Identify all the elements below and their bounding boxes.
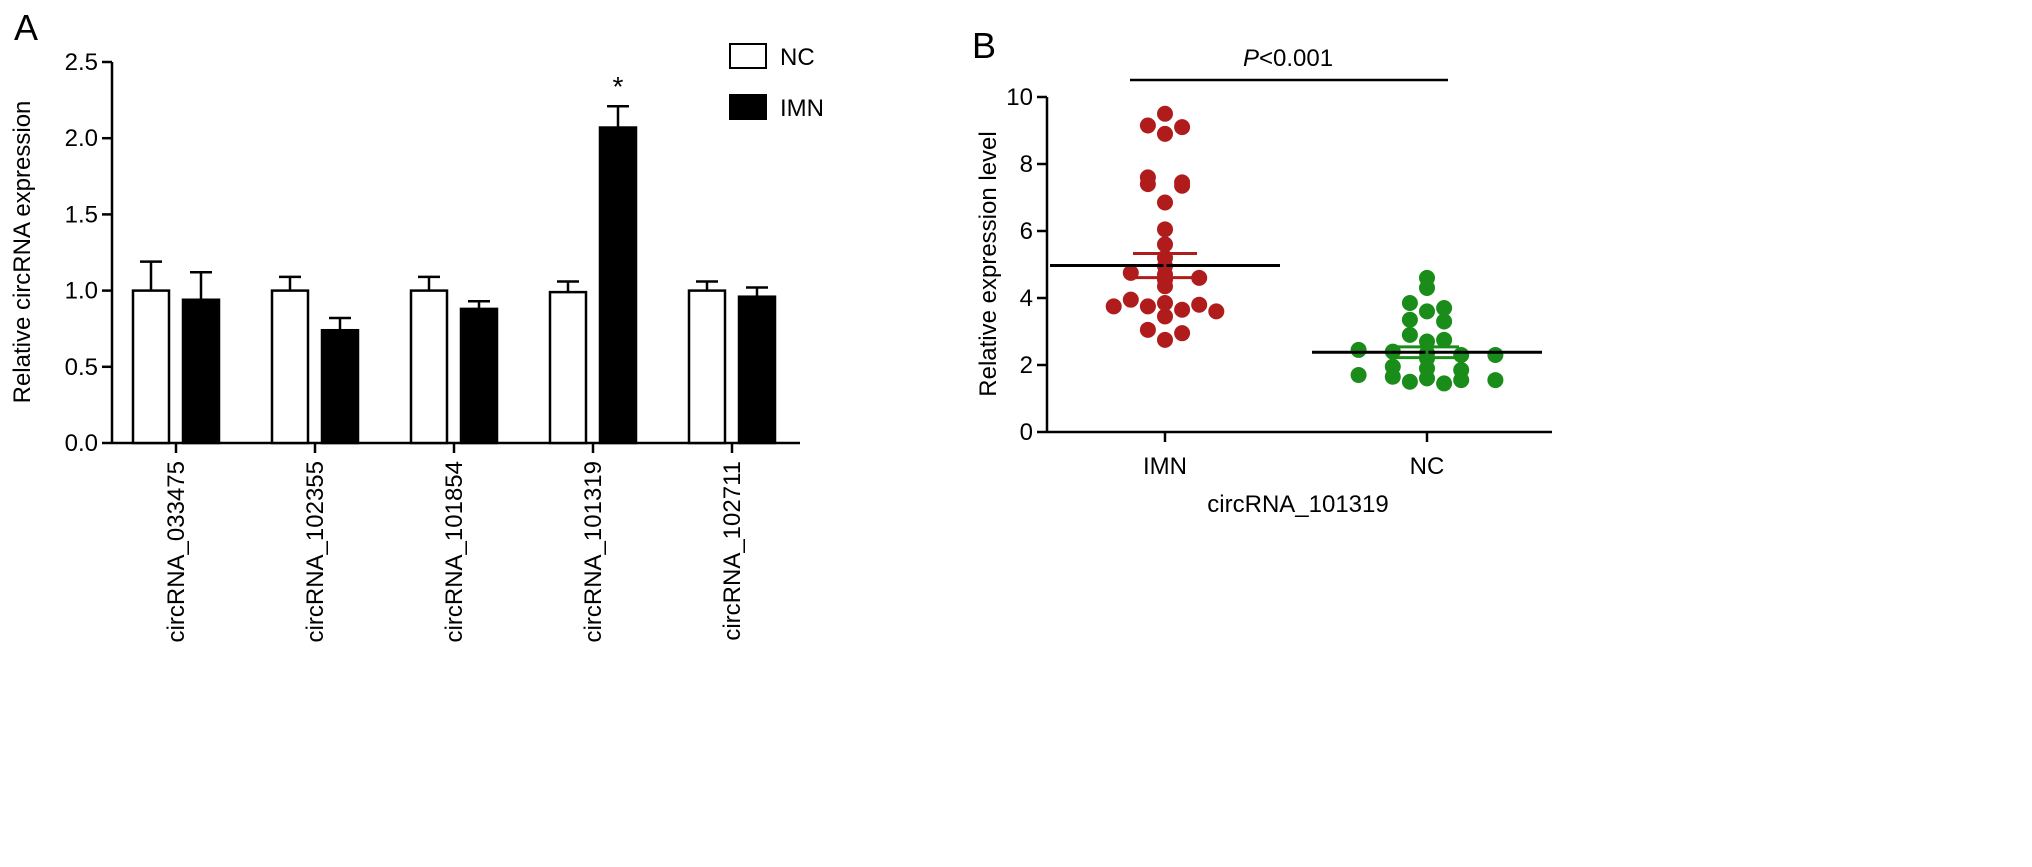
- data-point-nc: [1487, 372, 1504, 389]
- x-tick-label: circRNA_101319: [580, 461, 607, 642]
- data-point-imn: [1174, 177, 1191, 194]
- data-point-imn: [1157, 105, 1173, 122]
- y-tick-label: 1.5: [65, 201, 98, 228]
- panel-b-y-ticks: 0 2 4 6 8 10: [1006, 84, 1047, 446]
- x-tick-label: NC: [1410, 453, 1445, 480]
- panel-a-y-axis-label: Relative circRNA expression: [9, 101, 36, 404]
- y-tick-label: 6: [1020, 218, 1033, 245]
- significance-asterisk: *: [613, 71, 624, 102]
- data-point-imn: [1139, 176, 1156, 193]
- data-point-imn: [1174, 119, 1191, 136]
- data-point-nc: [1436, 300, 1453, 317]
- panel-b-x-ticks: IMN NC: [1143, 432, 1444, 480]
- x-tick-label: circRNA_033475: [163, 461, 190, 642]
- data-point-imn: [1157, 194, 1173, 211]
- data-point-nc: [1436, 313, 1453, 330]
- x-tick-label: circRNA_102711: [719, 461, 746, 641]
- panel-a-bars: *: [131, 71, 777, 445]
- bar-nc-circrna_102711: [687, 289, 727, 445]
- bar-imn-circrna_102711: [737, 295, 777, 445]
- data-point-nc: [1436, 375, 1453, 392]
- panel-a-legend: NC IMN: [729, 43, 824, 122]
- data-point-imn: [1122, 291, 1139, 308]
- data-point-nc: [1384, 368, 1401, 385]
- panel-a-x-ticks: circRNA_033475 circRNA_102355 circRNA_1018…: [163, 443, 746, 642]
- data-point-imn: [1157, 125, 1173, 142]
- y-tick-label: 2: [1020, 352, 1033, 379]
- y-tick-label: 2.5: [65, 49, 98, 76]
- data-point-nc: [1419, 303, 1435, 320]
- data-point-nc: [1419, 370, 1435, 387]
- panel-a-label: A: [14, 7, 38, 48]
- bar-imn-circrna_033475: [181, 298, 221, 445]
- data-point-nc: [1350, 341, 1367, 358]
- y-tick-label: 10: [1006, 84, 1033, 111]
- p-value-annotation: P<0.001: [1243, 45, 1333, 72]
- y-tick-label: 0.0: [65, 430, 98, 457]
- panel-b-x-axis-label: circRNA_101319: [1207, 491, 1388, 518]
- data-point-nc: [1401, 311, 1418, 328]
- x-tick-label: circRNA_101854: [441, 461, 468, 642]
- x-tick-label: circRNA_102355: [302, 461, 329, 642]
- legend-label-nc: NC: [780, 44, 815, 71]
- data-point-imn: [1174, 325, 1191, 342]
- panel-b-summary-lines: [1050, 251, 1542, 360]
- data-point-imn: [1157, 221, 1173, 238]
- y-tick-label: 1.0: [65, 278, 98, 305]
- p-value-threshold: <0.001: [1259, 45, 1333, 72]
- y-tick-label: 0.5: [65, 354, 98, 381]
- x-tick-label: IMN: [1143, 453, 1187, 480]
- data-point-imn: [1139, 321, 1156, 338]
- data-point-imn: [1157, 295, 1173, 312]
- bar-imn-circrna_101854: [459, 307, 499, 445]
- y-tick-label: 8: [1020, 151, 1033, 178]
- data-point-imn: [1191, 296, 1208, 313]
- data-point-imn: [1139, 117, 1156, 134]
- p-value-symbol: P: [1243, 45, 1259, 72]
- data-point-nc: [1453, 372, 1470, 389]
- panel-b-y-axis-label: Relative expression level: [975, 131, 1002, 396]
- legend-swatch-nc: [729, 43, 767, 69]
- data-point-imn: [1105, 298, 1122, 315]
- bar-imn-circrna_102355: [320, 328, 360, 445]
- panel-a-y-ticks: 0.0 0.5 1.0 1.5 2.0 2.5: [65, 49, 112, 457]
- legend-swatch-imn: [729, 94, 767, 120]
- bar-nc-circrna_102355: [270, 289, 310, 445]
- data-point-imn: [1139, 298, 1156, 315]
- data-point-imn: [1157, 278, 1173, 295]
- data-point-nc: [1453, 346, 1470, 363]
- data-point-imn: [1208, 303, 1225, 320]
- data-point-imn: [1191, 269, 1208, 286]
- data-point-nc: [1401, 295, 1418, 312]
- data-point-nc: [1487, 346, 1504, 363]
- data-point-nc: [1436, 331, 1453, 348]
- bar-nc-circrna_101854: [409, 289, 449, 445]
- data-point-nc: [1419, 279, 1435, 296]
- panel-b-points: [1105, 105, 1504, 392]
- legend-label-imn: IMN: [780, 95, 824, 122]
- y-tick-label: 2.0: [65, 125, 98, 152]
- bar-nc-circrna_101319: [548, 290, 588, 445]
- data-point-nc: [1401, 373, 1418, 390]
- bar-imn-circrna_101319: [598, 126, 638, 445]
- y-tick-label: 0: [1020, 419, 1033, 446]
- data-point-imn: [1157, 308, 1173, 325]
- data-point-imn: [1157, 331, 1173, 348]
- data-point-nc: [1401, 326, 1418, 343]
- data-point-imn: [1174, 301, 1191, 318]
- panel-a: A Relative circRNA expression 0.0 0.5 1.0 1…: [9, 7, 824, 642]
- bar-nc-circrna_033475: [131, 289, 171, 445]
- y-tick-label: 4: [1020, 285, 1033, 312]
- data-point-imn: [1157, 236, 1173, 253]
- panel-b-label: B: [972, 25, 996, 66]
- panel-b: B Relative expression level 0 2 4 6 8 10 IMN N…: [972, 25, 1552, 518]
- data-point-nc: [1350, 367, 1367, 384]
